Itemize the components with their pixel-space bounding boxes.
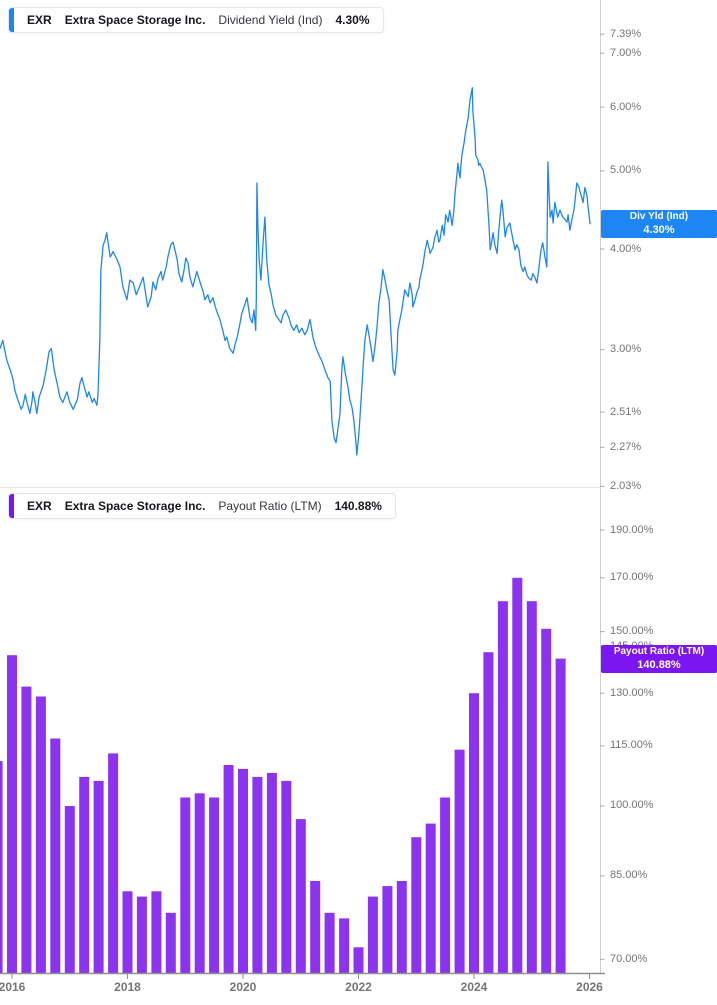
payout-ratio-bar[interactable] bbox=[367, 896, 378, 973]
y-tick-label: 150.00% bbox=[610, 625, 654, 638]
payout-ratio-bar[interactable] bbox=[64, 806, 75, 973]
y-tick-label: 2.51% bbox=[610, 405, 642, 418]
axis-flag-payout-ratio: Payout Ratio (LTM) 140.88% bbox=[601, 644, 717, 673]
y-tick-label: 170.00% bbox=[610, 571, 654, 584]
payout-ratio-bar[interactable] bbox=[353, 947, 364, 973]
payout-ratio-bar[interactable] bbox=[252, 776, 263, 973]
legend-metric: Payout Ratio (LTM) bbox=[218, 499, 322, 513]
y-tick-label: 4.00% bbox=[610, 242, 642, 255]
payout-ratio-bar[interactable] bbox=[35, 696, 46, 974]
y-tick-label: 7.39% bbox=[610, 27, 642, 40]
y-tick-label: 2.03% bbox=[610, 479, 642, 492]
y-tick-label: 5.00% bbox=[610, 164, 642, 177]
payout-ratio-bar[interactable] bbox=[512, 577, 523, 973]
payout-ratio-bar[interactable] bbox=[0, 761, 3, 973]
legend-ticker: EXR bbox=[27, 499, 52, 513]
x-tick-label: 2016 bbox=[0, 980, 26, 994]
x-tick-label: 2022 bbox=[345, 980, 372, 994]
payout-ratio-bar[interactable] bbox=[122, 891, 133, 973]
payout-ratio-bar[interactable] bbox=[382, 886, 393, 973]
payout-ratio-bar[interactable] bbox=[425, 823, 436, 973]
y-tick-label: 7.00% bbox=[610, 46, 642, 59]
payout-ratio-bar[interactable] bbox=[526, 601, 537, 973]
payout-ratio-bar[interactable] bbox=[266, 772, 277, 973]
legend-company: Extra Space Storage Inc. bbox=[64, 499, 206, 513]
payout-ratio-bar[interactable] bbox=[151, 891, 162, 973]
axis-flag-value: 140.88% bbox=[637, 658, 681, 671]
x-tick-label: 2020 bbox=[229, 980, 257, 994]
payout-ratio-bar[interactable] bbox=[469, 693, 479, 973]
payout-ratio-bar[interactable] bbox=[50, 738, 61, 974]
legend-accent-bar-blue bbox=[9, 8, 14, 32]
dividend-yield-line[interactable] bbox=[0, 87, 591, 456]
payout-ratio-bar[interactable] bbox=[7, 655, 17, 973]
payout-ratio-bar[interactable] bbox=[79, 776, 90, 973]
y-tick-label: 3.00% bbox=[610, 343, 642, 356]
payout-ratio-bar[interactable] bbox=[396, 881, 407, 973]
legend-accent-bar-purple bbox=[9, 494, 14, 518]
payout-ratio-bar[interactable] bbox=[310, 881, 321, 973]
legend-value: 4.30% bbox=[335, 13, 370, 27]
y-tick-label: 85.00% bbox=[610, 869, 648, 882]
x-tick-label: 2024 bbox=[460, 980, 488, 994]
axis-flag-value: 4.30% bbox=[643, 223, 675, 236]
y-tick-label: 130.00% bbox=[610, 686, 654, 699]
axis-flag-label: Payout Ratio (LTM) bbox=[613, 646, 705, 658]
payout-ratio-bar[interactable] bbox=[541, 628, 552, 973]
payout-ratio-bar[interactable] bbox=[108, 753, 119, 973]
payout-ratio-bar[interactable] bbox=[223, 765, 234, 973]
y-tick-label: 2.27% bbox=[610, 440, 642, 453]
y-tick-label: 115.00% bbox=[610, 739, 653, 752]
y-tick-label: 6.00% bbox=[610, 100, 642, 113]
payout-ratio-bar[interactable] bbox=[209, 797, 220, 974]
payout-ratio-bar[interactable] bbox=[21, 686, 32, 973]
payout-ratio-bar[interactable] bbox=[180, 797, 191, 974]
payout-ratio-bar[interactable] bbox=[454, 749, 465, 973]
payout-ratio-bar[interactable] bbox=[295, 819, 306, 973]
payout-ratio-bar[interactable] bbox=[238, 768, 248, 973]
legend-value: 140.88% bbox=[334, 499, 382, 513]
payout-ratio-bar[interactable] bbox=[324, 912, 335, 973]
payout-ratio-bar[interactable] bbox=[93, 780, 104, 973]
payout-ratio-bar[interactable] bbox=[281, 780, 292, 973]
y-tick-label: 190.00% bbox=[610, 523, 654, 536]
payout-ratio-bar[interactable] bbox=[440, 797, 451, 974]
legend-metric: Dividend Yield (Ind) bbox=[218, 13, 323, 27]
payout-ratio-bar[interactable] bbox=[194, 793, 205, 973]
payout-ratio-bar[interactable] bbox=[483, 652, 494, 973]
legend-ticker: EXR bbox=[27, 13, 52, 27]
payout-ratio-bar[interactable] bbox=[136, 896, 147, 973]
y-tick-label: 100.00% bbox=[610, 799, 654, 812]
axis-flag-label: Div Yld (Ind) bbox=[629, 211, 689, 223]
payout-ratio-bar[interactable] bbox=[411, 837, 422, 973]
payout-ratio-bar[interactable] bbox=[497, 601, 508, 973]
axis-flag-div-yld: Div Yld (Ind) 4.30% bbox=[601, 209, 717, 238]
payout-ratio-bar[interactable] bbox=[165, 912, 176, 973]
payout-ratio-bar[interactable] bbox=[339, 918, 350, 973]
x-tick-label: 2026 bbox=[576, 980, 603, 994]
payout-ratio-bar[interactable] bbox=[555, 658, 566, 973]
legend-company: Extra Space Storage Inc. bbox=[64, 13, 206, 27]
legend-chip-payout-ratio[interactable]: EXR Extra Space Storage Inc. Payout Rati… bbox=[8, 493, 396, 519]
x-tick-label: 2018 bbox=[114, 980, 141, 994]
legend-chip-dividend-yield[interactable]: EXR Extra Space Storage Inc. Dividend Yi… bbox=[8, 7, 384, 33]
y-tick-label: 70.00% bbox=[610, 952, 648, 965]
